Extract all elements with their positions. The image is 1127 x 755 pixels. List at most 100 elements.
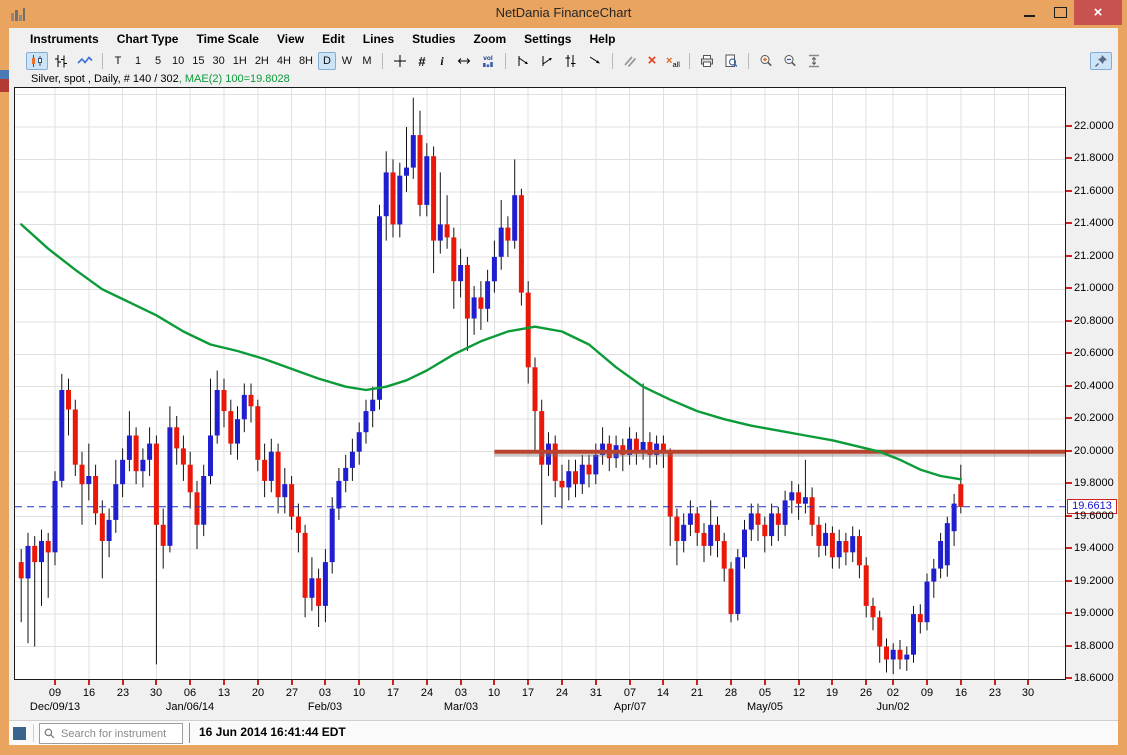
x-axis-month-label: May/05: [746, 701, 784, 713]
minimize-button[interactable]: [1014, 0, 1044, 25]
pin-window-icon[interactable]: [1090, 52, 1112, 70]
print-icon[interactable]: [696, 52, 718, 70]
menu-item-help[interactable]: Help: [589, 32, 616, 46]
x-axis-label: 02: [886, 687, 900, 699]
time-scale-5[interactable]: 5: [154, 55, 162, 67]
y-axis-label: 21.6000: [1074, 185, 1114, 197]
x-axis-tick: [892, 680, 894, 685]
zoom-out-icon[interactable]: [779, 52, 801, 70]
x-axis-tick: [88, 680, 90, 685]
time-scale-30[interactable]: 30: [212, 55, 225, 67]
menu-item-settings[interactable]: Settings: [524, 32, 572, 46]
close-button[interactable]: ×: [1074, 0, 1122, 25]
app-icon: [10, 7, 26, 21]
menu-item-edit[interactable]: Edit: [322, 32, 345, 46]
draw-arrow-icon[interactable]: [584, 52, 606, 70]
x-axis-tick: [994, 680, 996, 685]
parallel-lines-icon[interactable]: [619, 52, 641, 70]
window-title: NetDania FinanceChart: [495, 5, 632, 20]
y-axis-tick: [1066, 385, 1072, 387]
scroll-horizontal-icon[interactable]: [453, 52, 475, 70]
menu-item-lines[interactable]: Lines: [362, 32, 395, 46]
delete-all-lines-icon[interactable]: × all: [666, 55, 680, 69]
y-axis-tick: [1066, 255, 1072, 257]
print-preview-icon[interactable]: [720, 52, 742, 70]
y-axis-label: 20.6000: [1074, 347, 1114, 359]
statusbar-divider: [189, 723, 190, 743]
y-axis-tick: [1066, 320, 1072, 322]
menu-item-zoom[interactable]: Zoom: [473, 32, 507, 46]
time-scale-15[interactable]: 15: [192, 55, 205, 67]
x-axis-label: 16: [82, 687, 96, 699]
svg-text:vol: vol: [483, 55, 493, 62]
x-axis-tick: [696, 680, 698, 685]
x-axis[interactable]: 09 16 23 30 06 13 20 27 03 10 17 24 03 10 17 24 31 07 14 21…: [9, 680, 1118, 720]
x-axis-month-label: Dec/09/13: [29, 701, 81, 713]
price-chart[interactable]: [14, 87, 1066, 680]
x-axis-label: 12: [792, 687, 806, 699]
x-axis-month-label: Apr/07: [613, 701, 647, 713]
study-text: , MAE(2) 100=19.8028: [178, 73, 290, 85]
y-axis-tick: [1066, 125, 1072, 127]
x-axis-label: 21: [690, 687, 704, 699]
y-axis[interactable]: 19.6613 22.0000 21.8000 21.6000 21.4000 21.2…: [1066, 87, 1118, 684]
title-bar[interactable]: NetDania FinanceChart ×: [0, 0, 1127, 28]
zoom-in-icon[interactable]: [755, 52, 777, 70]
time-scale-w[interactable]: W: [341, 55, 353, 67]
search-input[interactable]: [59, 725, 181, 742]
line-chart-icon[interactable]: [74, 52, 96, 70]
x-axis-month-label: Mar/03: [443, 701, 479, 713]
trend-ray-icon[interactable]: [536, 52, 558, 70]
search-icon: [44, 728, 55, 739]
x-axis-tick: [561, 680, 563, 685]
delete-line-icon[interactable]: ×: [647, 52, 657, 69]
status-bar: 16 Jun 2014 16:41:44 EDT: [9, 720, 1118, 745]
menu-item-view[interactable]: View: [276, 32, 305, 46]
y-axis-tick: [1066, 645, 1072, 647]
fit-height-icon[interactable]: [803, 52, 825, 70]
y-axis-label: 18.8000: [1074, 640, 1114, 652]
volume-icon[interactable]: vol: [477, 52, 499, 70]
toolbar: T 1 5 10 15 30 1H 2H 4H 8H D W M # i vol × × all: [9, 50, 1118, 72]
grid-toggle-icon[interactable]: #: [418, 53, 426, 69]
x-axis-label: 19: [825, 687, 839, 699]
time-scale-10[interactable]: 10: [172, 55, 185, 67]
instrument-search-box[interactable]: [39, 723, 183, 744]
x-axis-tick: [662, 680, 664, 685]
y-axis-label: 21.2000: [1074, 250, 1114, 262]
menu-item-studies[interactable]: Studies: [412, 32, 456, 46]
x-axis-tick: [155, 680, 157, 685]
x-axis-tick: [764, 680, 766, 685]
time-scale-8h[interactable]: 8H: [298, 55, 313, 67]
x-axis-month-label: Jun/02: [876, 701, 910, 713]
candlestick-chart-icon[interactable]: [26, 52, 48, 70]
info-icon[interactable]: i: [440, 53, 444, 68]
trend-line-icon[interactable]: [512, 52, 534, 70]
x-axis-tick: [291, 680, 293, 685]
x-axis-tick: [527, 680, 529, 685]
menu-item-chart-type[interactable]: Chart Type: [116, 32, 179, 46]
time-scale-1h[interactable]: 1H: [232, 55, 247, 67]
x-axis-month-label: Feb/03: [307, 701, 343, 713]
time-scale-d[interactable]: D: [318, 52, 336, 70]
maximize-button[interactable]: [1046, 0, 1074, 25]
x-axis-label: 05: [758, 687, 772, 699]
bar-chart-icon[interactable]: [50, 52, 72, 70]
x-axis-label: 17: [386, 687, 400, 699]
menu-item-time-scale[interactable]: Time Scale: [196, 32, 259, 46]
time-scale-4h[interactable]: 4H: [276, 55, 291, 67]
time-scale-1[interactable]: 1: [134, 55, 142, 67]
menu-item-instruments[interactable]: Instruments: [30, 32, 99, 46]
toolbar-divider: [382, 53, 383, 69]
time-scale-t[interactable]: T: [114, 55, 122, 67]
x-axis-tick: [324, 680, 326, 685]
x-axis-label: 10: [352, 687, 366, 699]
instrument-text: Silver, spot , Daily, # 140 / 302: [31, 73, 179, 85]
time-scale-2h[interactable]: 2H: [254, 55, 269, 67]
crosshair-icon[interactable]: [389, 52, 411, 70]
chart-panel: Silver, spot , Daily, # 140 / 302, MAE(2…: [9, 72, 1118, 720]
equidistant-channel-icon[interactable]: [560, 52, 582, 70]
x-axis-tick: [460, 680, 462, 685]
time-scale-m[interactable]: M: [362, 55, 372, 67]
y-axis-label: 18.6000: [1074, 672, 1114, 684]
